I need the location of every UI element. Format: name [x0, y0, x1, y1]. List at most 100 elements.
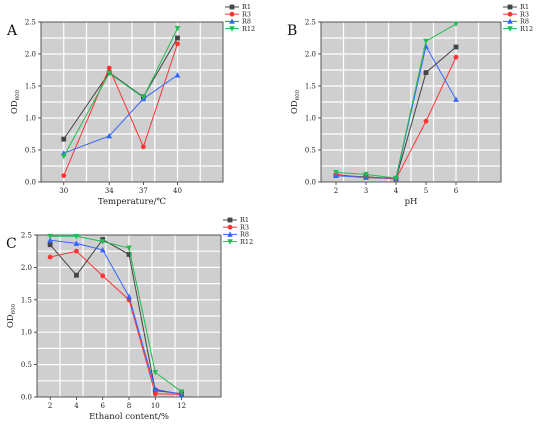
data-point: [423, 70, 429, 75]
panel-letter: A: [6, 23, 18, 39]
data-point: [74, 248, 79, 254]
y-tick-label: 0.0: [21, 394, 32, 402]
data-point: [453, 21, 459, 27]
series-line: [50, 250, 182, 395]
legend-label: R8: [242, 18, 251, 26]
series-r12: [60, 26, 181, 160]
legend-marker: [507, 26, 513, 32]
x-tick-label: 6: [100, 402, 105, 410]
data-point: [175, 35, 180, 41]
y-tick-label: 0.5: [21, 361, 32, 369]
data-point: [74, 272, 79, 278]
y-tick-label: 1.5: [25, 83, 36, 91]
grid: [321, 22, 501, 182]
legend-marker: [227, 231, 233, 237]
y-axis-label: OD600: [10, 89, 21, 114]
y-tick-label: 2.5: [25, 19, 36, 27]
panel-c: 0.0 0.5 1.0 1.5 2.0 2.5 2 4 6 8 10 12 Ethanol conten…: [6, 216, 253, 422]
x-tick-label: 2: [334, 187, 338, 195]
data-point: [174, 72, 181, 78]
x-tick-label: 12: [177, 402, 186, 410]
panel-a: 0.0 0.5 1.0 1.5 2.0 2.5 30 34 37 40 Temperature/℃ O…: [6, 3, 255, 207]
data-point: [60, 154, 67, 160]
series-r12: [47, 233, 185, 395]
data-point: [61, 136, 67, 142]
data-point: [453, 44, 459, 50]
data-point: [61, 173, 67, 179]
y-tick-label: 2.0: [21, 264, 32, 272]
legend-label: R12: [240, 238, 253, 246]
series-line: [49, 238, 182, 395]
x-tick-label: 8: [127, 402, 131, 410]
legend-label: R3: [240, 223, 249, 231]
x-tick-label: 40: [173, 187, 182, 195]
legend-marker: [507, 4, 513, 10]
legend-label: R1: [520, 3, 529, 11]
data-point: [100, 273, 106, 279]
y-tick-label: 0.5: [305, 147, 316, 155]
data-point: [152, 369, 159, 376]
data-point: [73, 233, 80, 240]
data-point: [47, 254, 53, 260]
data-point: [178, 389, 185, 395]
series-line: [50, 235, 182, 393]
x-tick-label: 6: [454, 187, 459, 195]
x-tick-label: 30: [59, 187, 68, 195]
plot-frame: [320, 21, 502, 183]
data-point: [47, 233, 53, 240]
data-point: [453, 96, 459, 102]
x-tick-label: 34: [105, 187, 114, 195]
y-tick-label: 2.0: [25, 51, 36, 59]
data-point: [453, 54, 459, 60]
grid: [41, 22, 223, 182]
panel-letter: B: [287, 23, 297, 39]
y-tick-label: 2.5: [21, 232, 32, 240]
y-tick-label: 0.0: [305, 179, 316, 187]
series-r8: [47, 237, 185, 397]
x-tick-label: 10: [151, 402, 160, 410]
data-point: [174, 26, 181, 32]
data-point: [126, 245, 132, 251]
x-axis-label: Temperature/℃: [98, 197, 166, 207]
data-point: [152, 386, 159, 392]
data-point: [333, 170, 339, 176]
y-tick-label: 1.0: [21, 329, 32, 337]
data-point: [106, 70, 113, 77]
legend-marker: [229, 26, 235, 32]
y-tick-label: 1.0: [25, 115, 36, 123]
series-r12: [333, 21, 459, 182]
x-tick-label: 2: [48, 402, 52, 410]
legend-label: R3: [242, 10, 251, 18]
y-tick-label: 1.5: [305, 83, 316, 91]
y-tick-label: 1.0: [305, 115, 316, 123]
legend-marker: [227, 224, 233, 230]
legend-label: R12: [242, 25, 255, 33]
legend-marker: [227, 217, 233, 223]
data-point: [73, 240, 80, 246]
data-point: [140, 144, 146, 150]
legend-label: R12: [520, 25, 533, 33]
data-point: [106, 65, 112, 71]
y-axis-label: OD600: [290, 89, 301, 114]
legend-label: R8: [520, 18, 529, 26]
series-line: [63, 43, 178, 176]
data-point: [47, 237, 53, 243]
x-axis-label: pH: [405, 197, 418, 207]
legend-marker: [507, 18, 513, 24]
data-point: [363, 171, 369, 178]
data-point: [423, 118, 429, 124]
data-point: [99, 246, 106, 253]
series-line: [63, 28, 178, 157]
series-line: [50, 239, 182, 395]
y-axis-label: OD600: [6, 303, 17, 328]
data-point: [47, 242, 53, 248]
x-tick-label: 4: [394, 187, 399, 195]
plot-frame: [40, 21, 224, 183]
legend-label: R1: [242, 3, 251, 11]
legend-label: R3: [520, 10, 529, 18]
grid: [37, 235, 221, 397]
data-point: [106, 132, 113, 139]
